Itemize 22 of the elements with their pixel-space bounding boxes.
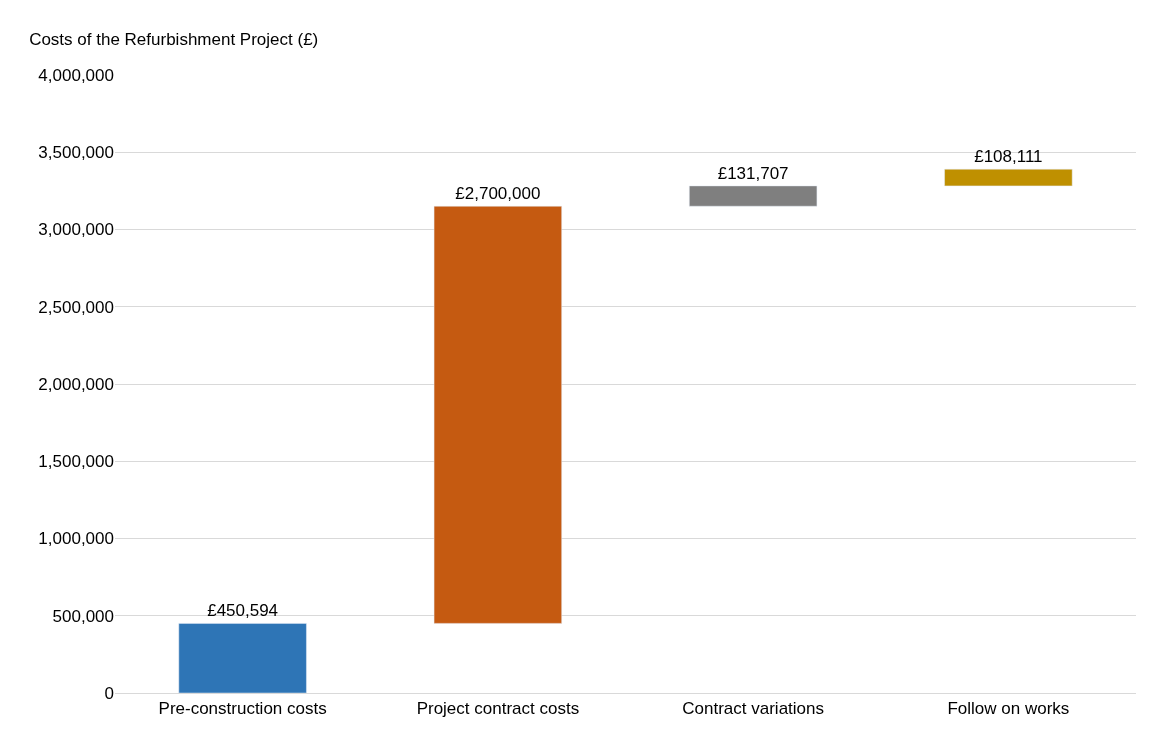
y-tick-label: 3,500,000: [38, 143, 114, 163]
data-label: £108,111: [974, 147, 1043, 167]
bar: [944, 168, 1073, 187]
x-tick-label: Contract variations: [682, 699, 824, 719]
bar: [433, 205, 562, 624]
y-tick-label: 1,500,000: [38, 452, 114, 472]
y-tick-label: 3,000,000: [38, 220, 114, 240]
x-tick-label: Follow on works: [947, 699, 1070, 719]
chart-title: Costs of the Refurbishment Project (£): [29, 30, 319, 50]
bar: [689, 185, 818, 207]
y-tick-label: 2,000,000: [38, 374, 114, 394]
x-tick-label: Project contract costs: [416, 699, 580, 719]
data-label: £2,700,000: [455, 184, 541, 204]
y-tick-label: 500,000: [52, 606, 114, 626]
data-label: £450,594: [207, 601, 279, 621]
y-tick-label: 1,000,000: [38, 529, 114, 549]
data-label: £131,707: [717, 163, 789, 183]
bar: [178, 623, 307, 693]
y-tick-label: 0: [104, 683, 114, 703]
y-tick-label: 4,000,000: [38, 65, 114, 85]
y-tick-label: 2,500,000: [38, 297, 114, 317]
x-tick-label: Pre-construction costs: [158, 699, 327, 719]
